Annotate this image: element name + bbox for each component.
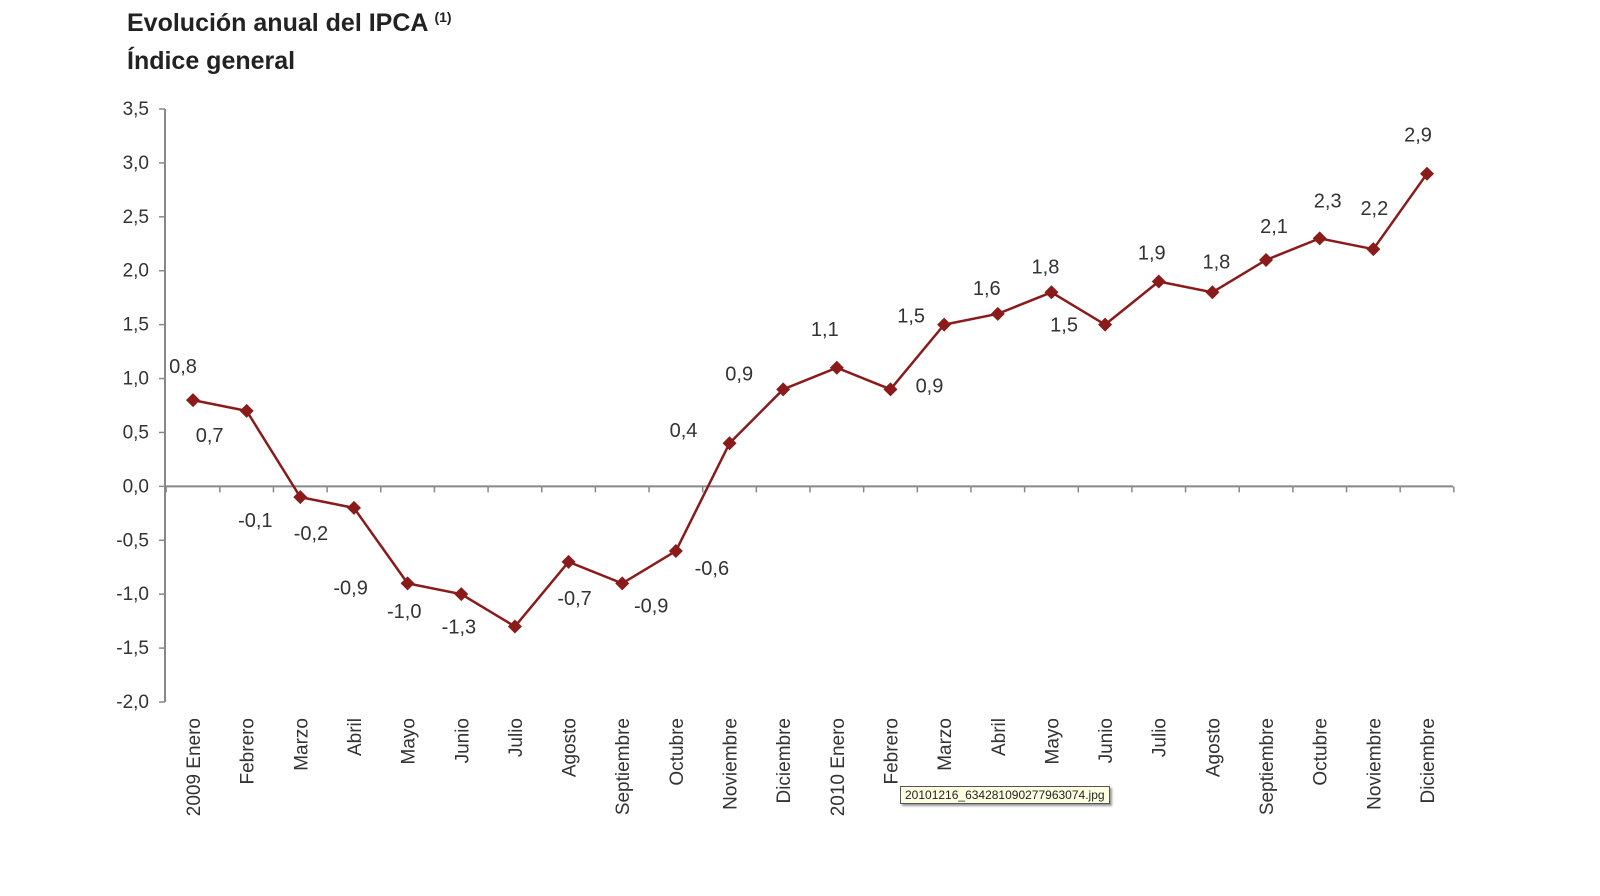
- data-label: -0,9: [333, 577, 367, 599]
- x-tick-label: Diciembre: [774, 718, 795, 804]
- data-point-marker: [561, 554, 576, 569]
- data-label: 2,9: [1404, 125, 1432, 147]
- data-point-marker: [1259, 252, 1274, 267]
- title-footnote: (1): [434, 9, 452, 25]
- data-label: -0,7: [557, 588, 591, 610]
- data-point-marker: [1044, 285, 1059, 300]
- data-label: 1,8: [1032, 256, 1060, 278]
- data-label: -0,6: [695, 558, 729, 580]
- series-line: [192, 172, 1429, 629]
- y-tick-label: -1,0: [116, 584, 149, 605]
- data-point-marker: [346, 500, 361, 515]
- data-label: 2,1: [1260, 216, 1288, 238]
- data-label: 1,6: [973, 278, 1001, 300]
- data-point-marker: [990, 306, 1005, 321]
- chart-title: Evolución anual del IPCA (1) Índice gene…: [127, 4, 452, 80]
- data-point-marker: [1205, 285, 1220, 300]
- data-point-marker: [454, 587, 469, 602]
- x-tick-label: Noviembre: [1364, 718, 1385, 810]
- data-label: 2,3: [1314, 190, 1342, 212]
- data-label: 2,2: [1360, 198, 1388, 220]
- data-label: -1,3: [442, 617, 476, 639]
- y-tick-label: 1,0: [123, 369, 149, 390]
- x-tick-label: Agosto: [560, 718, 581, 777]
- x-tick-label: Marzo: [935, 718, 956, 771]
- x-tick-label: Septiembre: [613, 718, 634, 815]
- y-tick-label: -1,5: [116, 638, 149, 659]
- data-point-marker: [1151, 274, 1166, 289]
- y-tick-label: 0,5: [123, 422, 149, 443]
- data-point-marker: [1312, 231, 1327, 246]
- data-point-marker: [293, 490, 308, 505]
- data-point-marker: [400, 576, 415, 591]
- x-tick-label: Julio: [506, 718, 527, 757]
- data-label: 1,5: [897, 306, 925, 328]
- data-point-marker: [668, 544, 683, 559]
- x-tick-label: 2010 Enero: [828, 718, 849, 816]
- x-tick-label: 2009 Enero: [184, 718, 205, 816]
- data-point-marker: [507, 619, 522, 634]
- data-point-marker: [186, 393, 200, 408]
- data-label: 0,9: [725, 363, 753, 385]
- x-tick-label: Mayo: [1042, 718, 1063, 764]
- data-point-marker: [615, 576, 630, 591]
- data-point-marker: [937, 317, 952, 332]
- data-label: 1,9: [1138, 243, 1166, 265]
- x-tick-label: Diciembre: [1418, 718, 1439, 804]
- x-tick-label: Octubre: [1311, 718, 1332, 786]
- data-label: -0,9: [634, 595, 668, 617]
- data-label: 1,1: [811, 319, 839, 341]
- x-tick-label: Octubre: [667, 718, 688, 786]
- x-tick-label: Junio: [452, 718, 473, 763]
- data-label: 0,9: [916, 375, 944, 397]
- y-tick-label: -2,0: [116, 692, 149, 713]
- y-tick-label: 0,0: [123, 476, 149, 497]
- data-point-marker: [883, 382, 898, 397]
- x-tick-label: Abril: [345, 718, 366, 756]
- data-point-marker: [239, 403, 254, 418]
- data-point-marker: [722, 436, 737, 451]
- y-tick-label: 1,5: [123, 315, 149, 336]
- y-tick-label: 2,5: [123, 207, 149, 228]
- x-tick-label: Noviembre: [721, 718, 742, 810]
- data-point-marker: [1420, 166, 1434, 181]
- data-label: 0,7: [196, 425, 224, 447]
- subtitle-text: Índice general: [127, 47, 296, 75]
- x-tick-label: Agosto: [1203, 718, 1224, 777]
- x-tick-label: Abril: [989, 718, 1010, 756]
- data-point-marker: [1366, 242, 1381, 257]
- y-tick-label: 3,0: [123, 153, 149, 174]
- x-tick-label: Febrero: [881, 718, 902, 785]
- image-filename-tooltip: 20101216_634281090277963074.jpg: [900, 786, 1110, 804]
- y-tick-label: 3,5: [123, 99, 149, 120]
- y-tick-label: 2,0: [123, 261, 149, 282]
- x-tick-label: Mayo: [399, 718, 420, 764]
- x-tick-label: Junio: [1096, 718, 1117, 763]
- data-point-marker: [1098, 317, 1113, 332]
- data-point-marker: [829, 360, 844, 375]
- x-tick-label: Febrero: [238, 718, 259, 785]
- data-label: 1,5: [1050, 315, 1078, 337]
- data-label: -0,1: [238, 510, 272, 532]
- y-tick-label: -0,5: [116, 530, 149, 551]
- x-tick-label: Julio: [1150, 718, 1171, 757]
- data-label: 1,8: [1202, 251, 1230, 273]
- x-tick-label: Marzo: [291, 718, 312, 771]
- data-label: 0,4: [670, 420, 698, 442]
- data-label: -1,0: [387, 601, 421, 623]
- data-point-marker: [776, 382, 791, 397]
- data-label: -0,2: [294, 523, 328, 545]
- x-tick-label: Septiembre: [1257, 718, 1278, 815]
- data-label: 0,8: [169, 356, 197, 378]
- title-text: Evolución anual del IPCA: [127, 9, 428, 37]
